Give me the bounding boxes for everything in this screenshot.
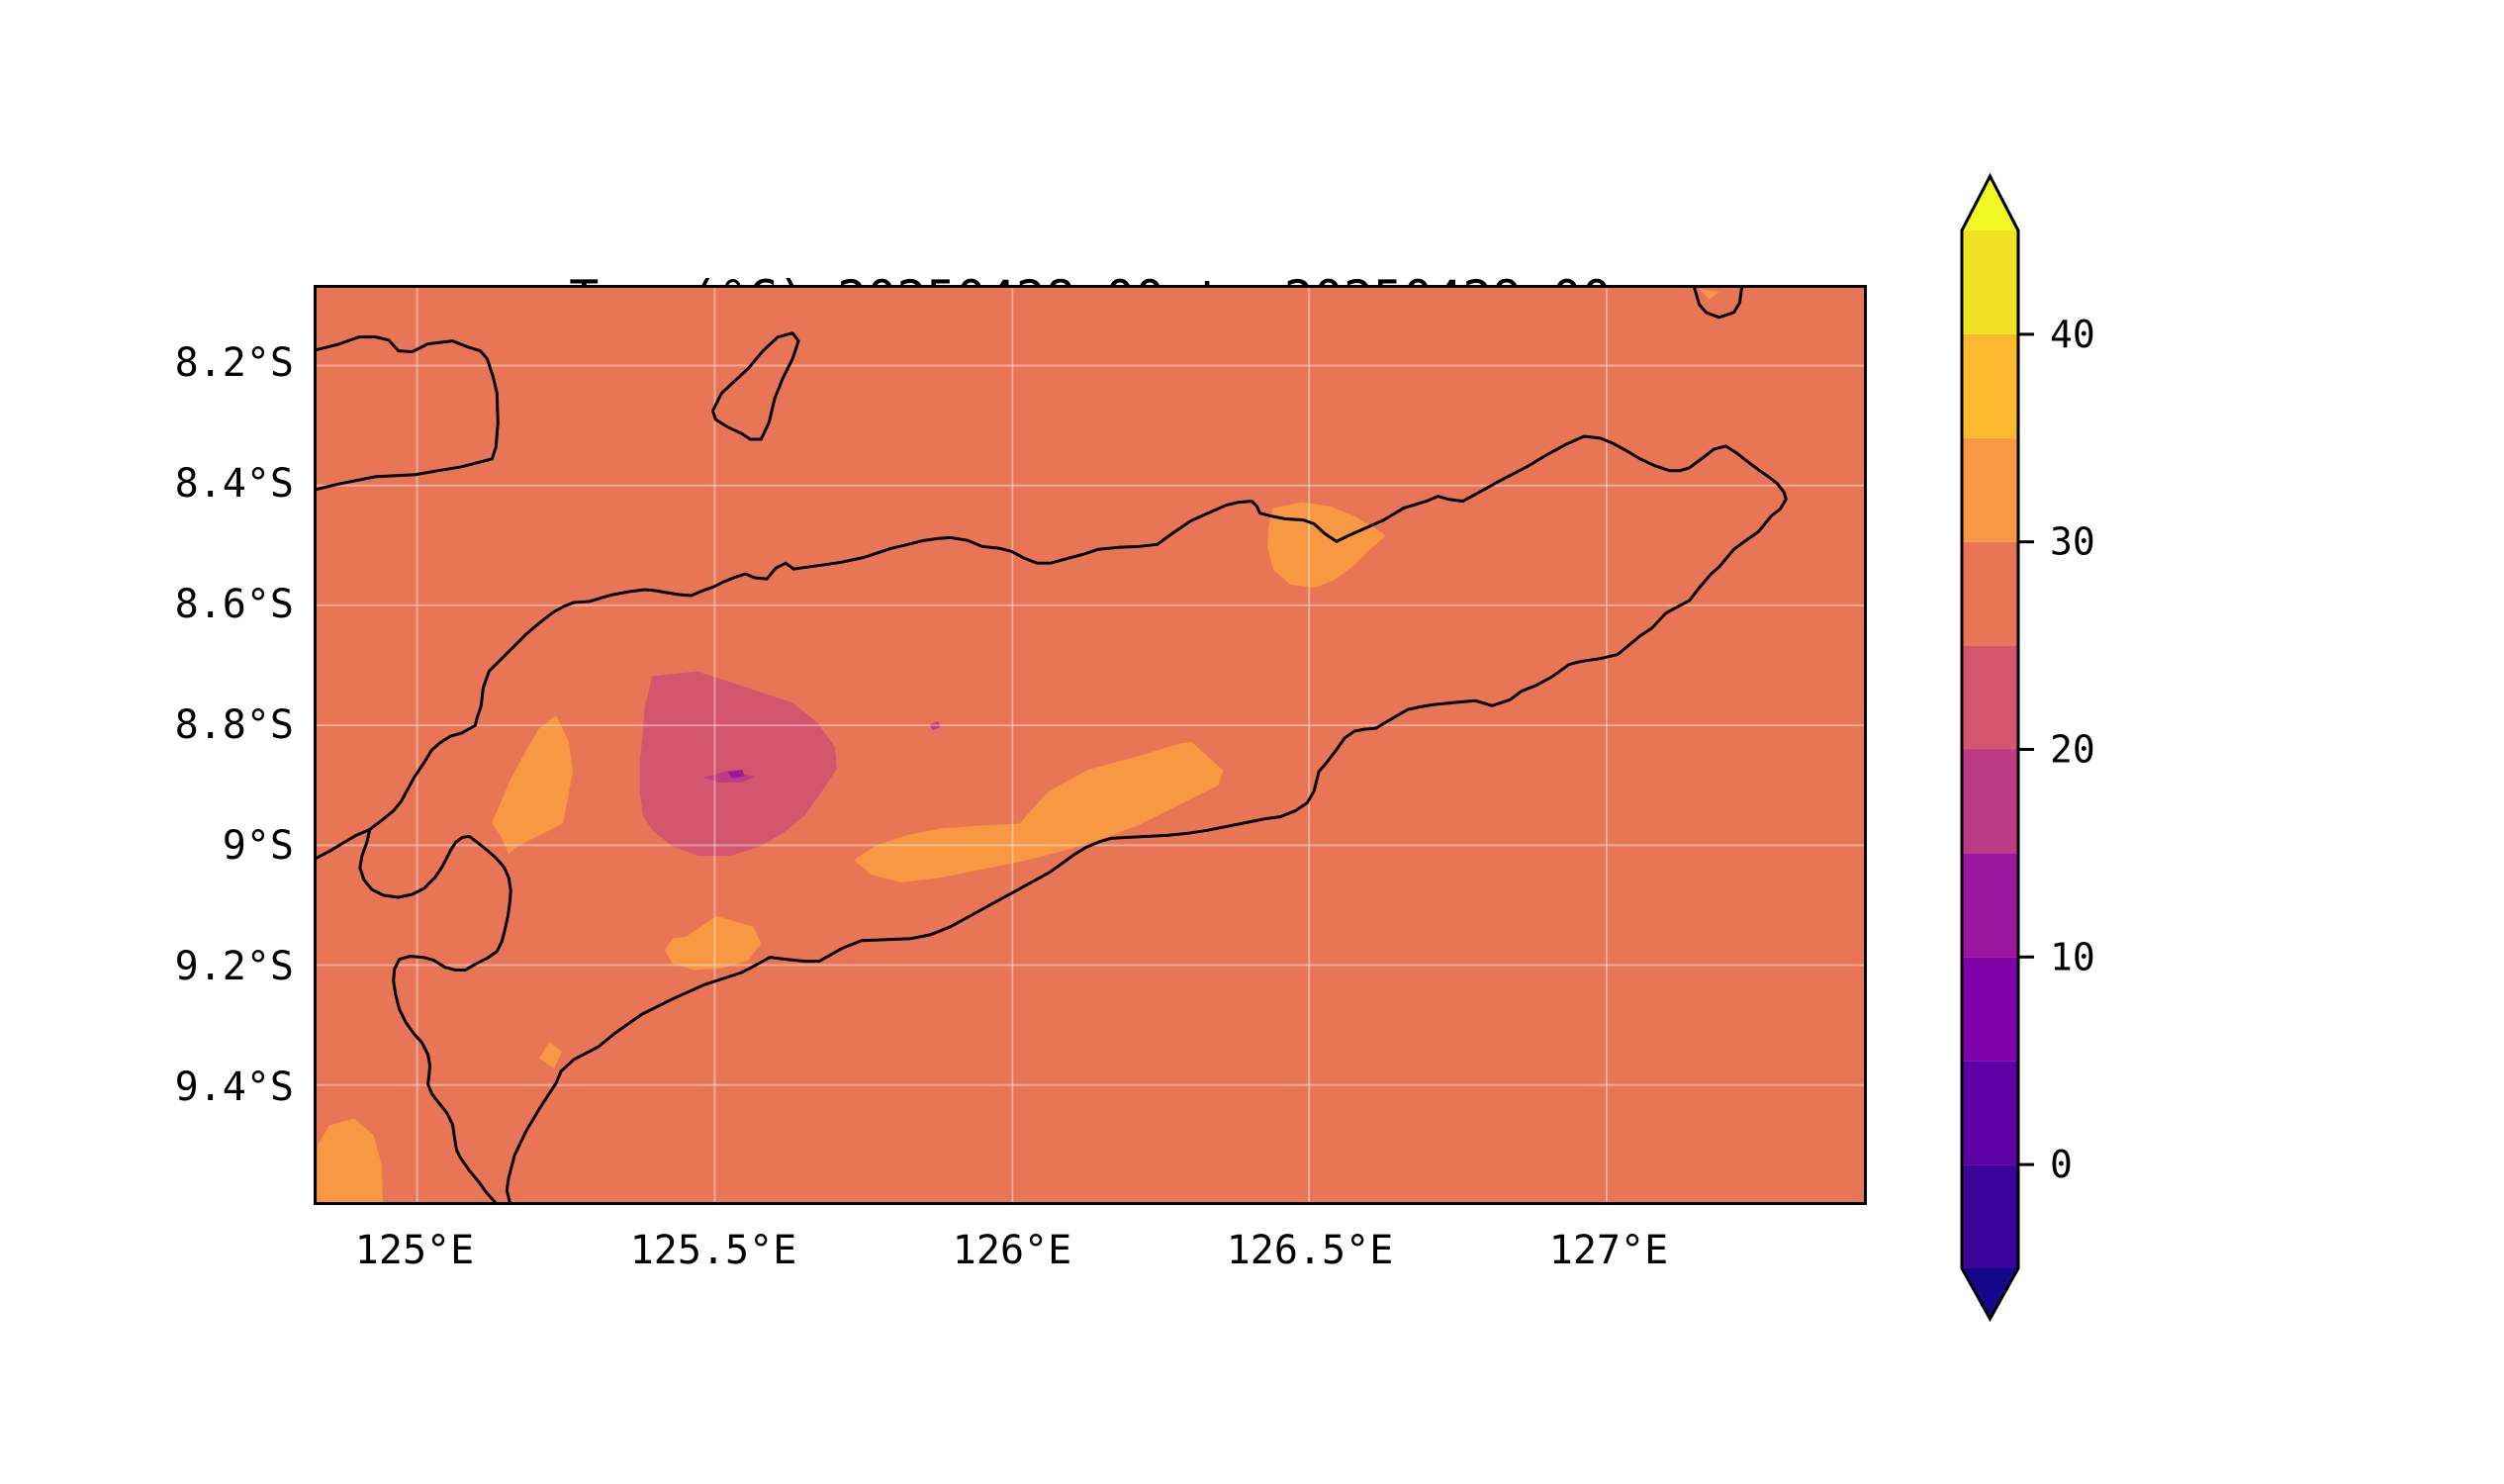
colorbar-segment-15-20 [1962,749,2018,854]
y-tick-label: 8.6°S [174,582,294,627]
colorbar-tick-label: 10 [2050,935,2095,978]
colorbar-segment-20-25 [1962,645,2018,750]
y-tick-label: 8.2°S [174,340,294,386]
colorbar-over-arrow [1962,176,2018,231]
colorbar-outline [1960,172,2020,1323]
tmax-band-20-25-speck [929,721,941,731]
colorbar-segment-30-35 [1962,437,2018,542]
colorbar-tick-label: 30 [2050,520,2095,564]
colorbar-segment-35-40 [1962,333,2018,438]
colorbar-segment-40-45 [1962,231,2018,334]
alor-island-coastline [317,335,500,492]
colorbar-segment-10-15 [1962,853,2018,958]
x-tick-label: 126°E [952,1228,1072,1273]
tmax-band-30-35-corner-patch [317,1118,383,1202]
x-tick-label: 127°E [1548,1228,1669,1273]
tmax-band-30-35-wetar-speck [1699,288,1719,300]
y-tick-label: 9°S [222,823,294,869]
tmax-band-10-15-peak-core [728,769,745,779]
wetar-island-coastline [1693,288,1743,320]
colorbar-tick-label: 40 [2050,313,2095,356]
atauro-island-coastline [710,331,800,441]
y-tick-label: 8.4°S [174,461,294,507]
tmax-band-30-35-small-diamond [539,1042,563,1068]
x-tick-label: 126.5°E [1226,1228,1394,1273]
tmax-band-20-25-highland-blob [639,671,837,857]
map-canvas [317,288,1864,1202]
tmax-band-30-35-west-patch [492,715,574,851]
tmax-band-15-20-highland-sliver [703,770,756,783]
colorbar-under-arrow [1962,1268,2018,1319]
colorbar-segment--5-0 [1962,1164,2018,1268]
colorbar-segment-5-10 [1962,957,2018,1062]
colorbar: 0 10 20 30 40 [1960,172,2095,1323]
colorbar-tick-label: 20 [2050,728,2095,772]
tmax-band-30-35-tiny-triangle [502,838,522,855]
tmax-band-30-35-coast-patch [664,915,762,971]
colorbar-segment-25-30 [1962,541,2018,646]
x-tick-label: 125.5°E [629,1228,797,1273]
y-tick-label: 8.8°S [174,702,294,748]
colorbar-segment-0-5 [1962,1061,2018,1165]
x-axis-labels: 125°E 125.5°E 126°E 126.5°E 127°E [314,1227,1867,1286]
timor-main-coastline [317,434,1788,1202]
y-axis-labels: 8.2°S 8.4°S 8.6°S 8.8°S 9°S 9.2°S 9.4°S [0,0,294,1484]
timor-west-bay-coastline [358,827,512,1202]
y-tick-label: 9.4°S [174,1065,294,1110]
colorbar-tick-label: 0 [2050,1143,2073,1186]
tmax-band-30-35-north-coast-patch [1267,502,1386,589]
x-tick-label: 125°E [354,1228,475,1273]
y-tick-label: 9.2°S [174,944,294,989]
map-panel [314,285,1867,1205]
tmax-band-30-35-south-coast-band [853,742,1224,883]
